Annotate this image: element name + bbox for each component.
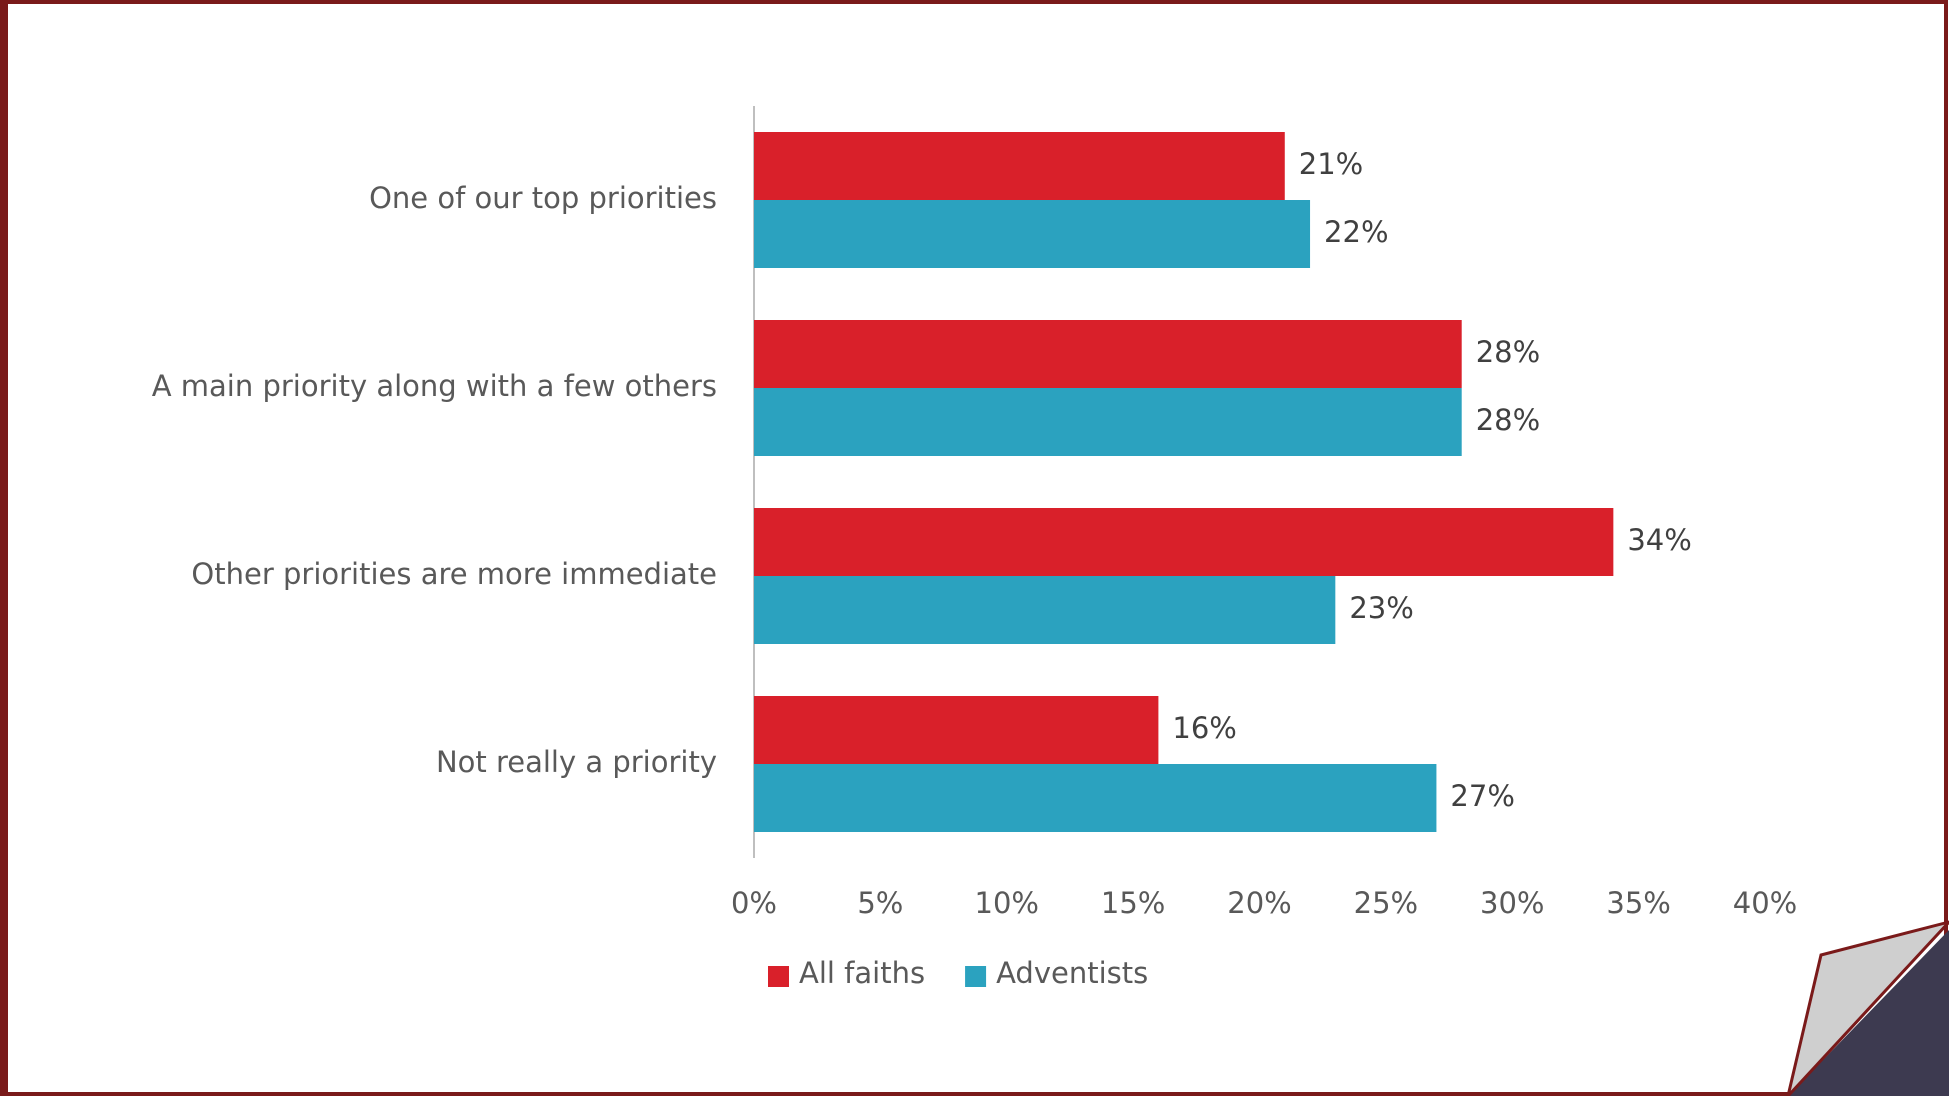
x-tick-label: 35% xyxy=(1606,886,1670,920)
x-tick-label: 20% xyxy=(1227,886,1291,920)
corner-curl xyxy=(1786,920,1949,1096)
legend-swatch xyxy=(965,966,987,987)
legend-label: Adventists xyxy=(996,956,1148,990)
x-tick-label: 0% xyxy=(731,886,777,920)
frame-edge xyxy=(0,0,8,1096)
data-label: 22% xyxy=(1324,215,1388,249)
data-label: 27% xyxy=(1450,779,1514,813)
x-tick-label: 10% xyxy=(975,886,1039,920)
category-label: A main priority along with a few others xyxy=(152,369,717,403)
x-tick-label: 25% xyxy=(1354,886,1418,920)
data-label: 28% xyxy=(1476,335,1540,369)
category-label: Not really a priority xyxy=(436,745,717,779)
x-tick-label: 15% xyxy=(1101,886,1165,920)
bar xyxy=(754,508,1614,576)
x-tick-label: 30% xyxy=(1480,886,1544,920)
data-label: 16% xyxy=(1172,711,1236,745)
x-tick-label: 40% xyxy=(1733,886,1797,920)
data-label: 23% xyxy=(1349,591,1413,625)
legend-label: All faiths xyxy=(799,956,925,990)
bar xyxy=(754,320,1462,388)
legend-swatch xyxy=(768,966,789,987)
category-label: Other priorities are more immediate xyxy=(191,557,717,591)
bar xyxy=(754,388,1462,456)
category-label: One of our top priorities xyxy=(369,181,717,215)
bar xyxy=(754,696,1159,764)
bar xyxy=(754,132,1285,200)
data-label: 34% xyxy=(1627,523,1691,557)
bar xyxy=(754,200,1311,268)
data-label: 21% xyxy=(1299,147,1363,181)
x-tick-label: 5% xyxy=(857,886,903,920)
data-label: 28% xyxy=(1476,403,1540,437)
bar xyxy=(754,764,1437,832)
bar xyxy=(754,576,1336,644)
